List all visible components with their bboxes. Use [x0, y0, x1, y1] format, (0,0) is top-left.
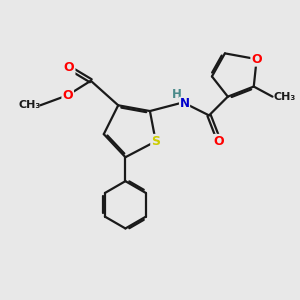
Text: S: S [151, 135, 160, 148]
Text: O: O [64, 61, 74, 74]
Text: O: O [251, 52, 262, 66]
Text: CH₃: CH₃ [18, 100, 40, 110]
Text: CH₃: CH₃ [274, 92, 296, 102]
Text: N: N [179, 98, 190, 110]
Text: O: O [214, 135, 224, 148]
Text: O: O [62, 89, 73, 102]
Text: H: H [172, 88, 182, 101]
